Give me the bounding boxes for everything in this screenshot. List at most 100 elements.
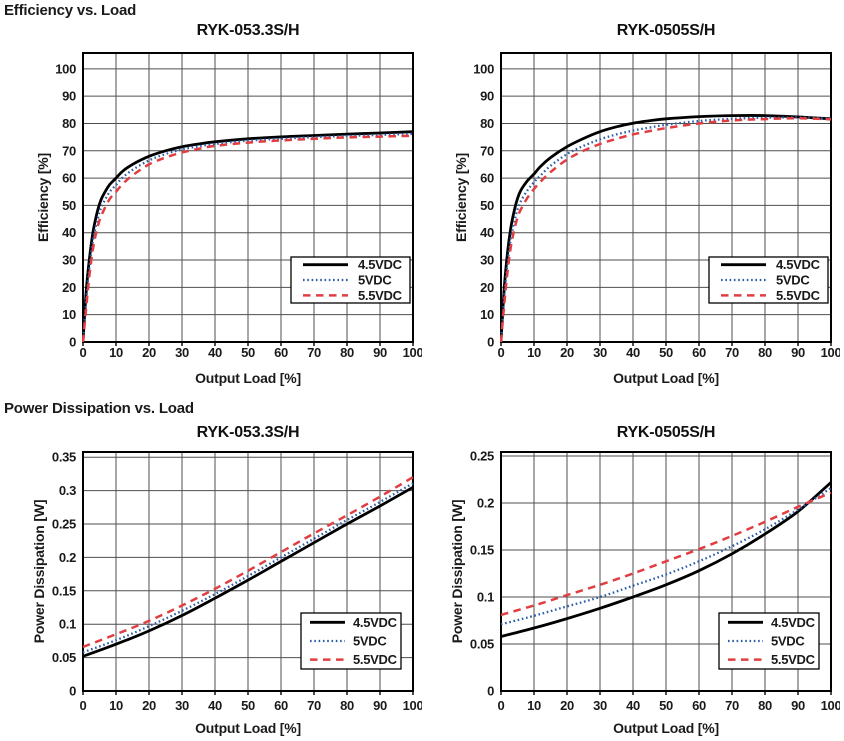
y-tick-label: 80 [62,116,76,131]
series-line-4.5VDC [82,486,414,658]
y-tick-label: 0.05 [52,650,76,665]
y-tick-label: 10 [480,307,494,322]
x-tick-label: 50 [659,698,673,713]
grid [500,53,832,343]
y-tick-label: 50 [62,198,76,213]
y-tick-label: 0.2 [477,496,494,511]
x-axis-label: Output Load [%] [613,370,719,386]
y-tick-label: 50 [480,198,494,213]
x-tick-label: 10 [109,698,123,713]
x-tick-label: 100 [821,345,840,360]
series-line-5VDC [500,487,832,626]
legend-label: 5VDC [771,634,805,649]
plot-border [500,52,832,343]
legend-label: 5VDC [776,273,810,288]
x-tick-label: 20 [142,698,156,713]
series-line-5.5VDC [82,134,414,343]
chart-efficiency-ryk-0533sh: RYK-053.3S/H 0 10 20 30 40 50 60 70 80 90 100 0 10 20… [2,21,424,390]
legend-label: 5.5VDC [771,652,816,667]
x-tick-label: 60 [274,698,288,713]
dissipation-plot-ryk-0505sh: 0 10 20 30 40 50 60 70 80 90 100 0 0.05 0.1 0.15 0.2 0.2… [449,449,840,736]
y-tick-label: 40 [480,225,494,240]
x-tick-label: 100 [821,698,840,713]
x-tick-label: 30 [593,345,607,360]
x-axis-label: Output Load [%] [195,370,301,386]
y-tick-label: 0 [69,335,76,350]
x-tick-label: 90 [373,698,387,713]
section-heading-power-dissipation: Power Dissipation vs. Load [4,400,194,417]
x-tick-label: 0 [80,698,87,713]
legend-label: 4.5VDC [771,615,816,630]
x-tick-label: 50 [659,345,673,360]
x-tick-label: 90 [791,345,805,360]
x-tick-label: 70 [725,345,739,360]
y-tick-label: 30 [62,253,76,268]
y-tick-label: 0.05 [470,637,494,652]
x-tick-label: 80 [340,698,354,713]
x-tick-label: 0 [498,698,505,713]
series-line-4.5VDC [500,114,832,343]
series-line-5VDC [500,116,832,343]
y-tick-label: 0.2 [59,550,76,565]
y-axis-label: Power Dissipation [W] [449,500,465,644]
y-tick-label: 0.25 [52,517,76,532]
dissipation-plot-ryk-0533sh: 0 10 20 30 40 50 60 70 80 90 100 0 0.05 0.1 0.15 0.2 0.2… [31,450,422,736]
legend-label: 4.5VDC [776,257,821,272]
x-tick-label: 0 [80,345,87,360]
legend-label: 5VDC [358,273,392,288]
y-tick-label: 70 [62,143,76,158]
efficiency-plot-ryk-0505sh: 0 10 20 30 40 50 60 70 80 90 100 0 10 20 30 40 50 60 70 80 9… [453,52,840,386]
legend-label: 4.5VDC [358,257,403,272]
x-axis-label: Output Load [%] [613,720,719,736]
y-tick-label: 0.3 [59,483,76,498]
x-tick-label: 50 [241,698,255,713]
y-axis-label: Power Dissipation [W] [31,500,47,644]
x-tick-label: 30 [175,698,189,713]
x-tick-label: 80 [758,345,772,360]
series-group [82,476,414,658]
x-tick-label: 90 [791,698,805,713]
x-tick-label: 80 [340,345,354,360]
x-tick-label: 0 [498,345,505,360]
x-tick-label: 40 [626,345,640,360]
x-tick-label: 70 [307,698,321,713]
efficiency-plot-ryk-0533sh: 0 10 20 30 40 50 60 70 80 90 100 0 10 20 30 40 50 60 70 80 9… [35,52,422,386]
legend-label: 5VDC [353,634,387,649]
y-tick-label: 70 [480,143,494,158]
y-tick-label: 0.1 [59,617,76,632]
y-tick-label: 100 [55,61,76,76]
y-tick-label: 80 [480,116,494,131]
chart-title: RYK-053.3S/H [196,424,300,441]
series-group [500,481,832,638]
legend-label: 5.5VDC [358,288,403,303]
chart-efficiency-ryk-0505sh: RYK-0505S/H 0 10 20 30 40 50 60 70 80 90 100 0 10 20 3… [420,21,842,390]
y-tick-label: 20 [62,280,76,295]
x-tick-label: 10 [109,345,123,360]
series-line-4.5VDC [500,481,832,638]
x-tick-label: 40 [208,698,222,713]
chart-title: RYK-053.3S/H [196,22,300,39]
series-group [500,114,832,343]
x-tick-label: 40 [208,345,222,360]
y-tick-label: 0.1 [477,590,494,605]
x-tick-label: 30 [175,345,189,360]
y-tick-label: 0 [487,684,494,699]
legend-label: 4.5VDC [353,615,398,630]
x-tick-label: 80 [758,698,772,713]
y-tick-label: 60 [480,171,494,186]
section-heading-efficiency: Efficiency vs. Load [4,2,137,19]
y-tick-label: 90 [480,89,494,104]
y-tick-label: 100 [473,61,494,76]
plot-border [82,451,414,692]
y-tick-label: 0.15 [52,583,76,598]
x-tick-label: 20 [142,345,156,360]
x-tick-label: 60 [274,345,288,360]
chart-title: RYK-0505S/H [616,22,716,39]
series-line-5.5VDC [500,117,832,343]
chart-dissipation-ryk-0505sh: RYK-0505S/H 0 10 20 30 40 50 60 70 80 90 100 0 0.05 0… [420,423,842,740]
x-axis-label: Output Load [%] [195,720,301,736]
x-tick-label: 40 [626,698,640,713]
